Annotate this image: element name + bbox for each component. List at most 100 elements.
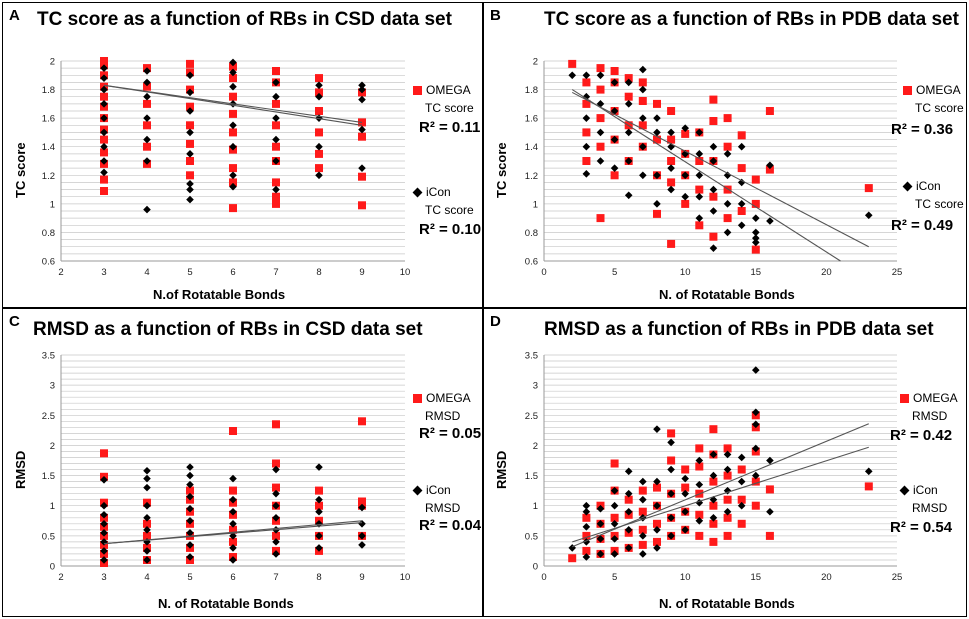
omega-point xyxy=(229,537,237,546)
icon-point xyxy=(143,67,151,75)
x-tick-label: 15 xyxy=(751,572,762,583)
icon-point xyxy=(229,544,237,552)
icon-point xyxy=(639,477,647,486)
omega-point xyxy=(272,483,280,492)
icon-point xyxy=(624,467,633,476)
icon-point xyxy=(667,164,675,172)
omega-point xyxy=(723,495,732,504)
omega-point xyxy=(681,465,690,474)
x-tick-label: 2 xyxy=(58,572,63,583)
omega-point xyxy=(315,88,323,97)
y-tick-label: 1.6 xyxy=(525,114,538,125)
icon-point xyxy=(737,142,746,151)
x-tick-label: 10 xyxy=(680,572,691,583)
omega-point xyxy=(723,471,732,480)
icon-point xyxy=(358,164,366,172)
icon-point xyxy=(186,541,194,549)
icon-point xyxy=(624,507,633,516)
square-marker-icon xyxy=(900,394,909,404)
omega-point xyxy=(315,486,323,495)
omega-point xyxy=(100,135,108,144)
omega-point xyxy=(765,107,774,115)
omega-point xyxy=(186,139,194,148)
y-tick-label: 1.5 xyxy=(42,471,55,482)
icon-point xyxy=(723,200,732,208)
omega-point xyxy=(610,459,619,468)
legend-omega-metric: TC score xyxy=(915,101,964,115)
icon-point xyxy=(315,171,323,180)
x-tick-label: 8 xyxy=(316,267,321,278)
y-tick-label: 1.8 xyxy=(525,85,538,96)
panel-letter: A xyxy=(9,7,20,24)
square-marker-icon xyxy=(413,86,422,96)
icon-point xyxy=(639,550,647,558)
icon-point xyxy=(864,467,873,476)
icon-point xyxy=(100,100,108,108)
y-tick-label: 3 xyxy=(533,381,538,392)
icon-point xyxy=(624,489,633,498)
legend-omega: OMEGA RMSD xyxy=(900,391,958,423)
legend-icon-metric: RMSD xyxy=(912,501,948,515)
icon-point xyxy=(709,450,718,459)
icon-point xyxy=(667,513,675,522)
omega-point xyxy=(568,59,577,68)
omega-point xyxy=(358,497,366,506)
omega-point xyxy=(695,462,704,471)
x-axis-label: N. of Rotatable Bonds xyxy=(158,596,294,611)
icon-point xyxy=(667,532,675,540)
legend-icon-metric: TC score xyxy=(425,203,474,217)
icon-point xyxy=(229,532,237,540)
icon-point xyxy=(695,456,704,465)
icon-point xyxy=(695,214,704,222)
x-tick-label: 10 xyxy=(680,267,691,278)
omega-point xyxy=(229,128,237,137)
y-tick-label: 0.5 xyxy=(42,531,55,542)
omega-point xyxy=(638,525,647,534)
icon-point xyxy=(752,444,760,453)
omega-point xyxy=(765,165,774,174)
omega-point xyxy=(610,171,619,180)
omega-point xyxy=(695,157,704,165)
x-tick-label: 7 xyxy=(273,267,278,278)
icon-point xyxy=(737,477,746,486)
panel-letter: C xyxy=(9,313,20,330)
omega-point xyxy=(653,135,661,144)
icon-point xyxy=(358,503,366,512)
omega-r2: R² = 0.36 xyxy=(891,121,954,138)
y-tick-label: 0.8 xyxy=(42,228,55,239)
icon-point xyxy=(709,207,718,215)
y-tick-label: 2.5 xyxy=(42,411,55,422)
omega-point xyxy=(765,485,774,494)
icon-point xyxy=(695,480,704,489)
icon-point xyxy=(610,501,619,510)
icon-point xyxy=(100,475,108,484)
omega-point xyxy=(272,178,280,187)
icon-point xyxy=(143,526,151,534)
scatter-plot-c: 2 3 4 5 6 7 8 9 10 0 0.5 1 1.5 2 2.5 3 3.5 xyxy=(42,351,411,584)
y-tick-label: 3.5 xyxy=(42,351,55,362)
x-tick-label: 8 xyxy=(316,572,321,583)
omega-point xyxy=(229,164,237,173)
icon-point xyxy=(624,100,633,108)
icon-point xyxy=(186,185,194,194)
icon-point xyxy=(610,550,619,558)
icon-point xyxy=(100,529,108,537)
y-tick-label: 0 xyxy=(50,562,55,573)
icon-point xyxy=(681,124,689,132)
x-tick-label: 6 xyxy=(230,572,235,583)
icon-point xyxy=(568,544,577,552)
icon-point xyxy=(624,544,633,552)
omega-point xyxy=(186,59,194,68)
omega-point xyxy=(681,483,690,492)
omega-point xyxy=(272,99,280,108)
legend-icon: iCon TC score xyxy=(902,179,964,211)
icon-point xyxy=(653,501,661,510)
icon-point xyxy=(639,85,647,94)
omega-point xyxy=(229,74,237,83)
omega-point xyxy=(582,546,591,555)
omega-point xyxy=(638,540,647,549)
icon-point xyxy=(596,504,605,513)
icon-point xyxy=(681,507,689,516)
icon-point xyxy=(186,516,194,525)
